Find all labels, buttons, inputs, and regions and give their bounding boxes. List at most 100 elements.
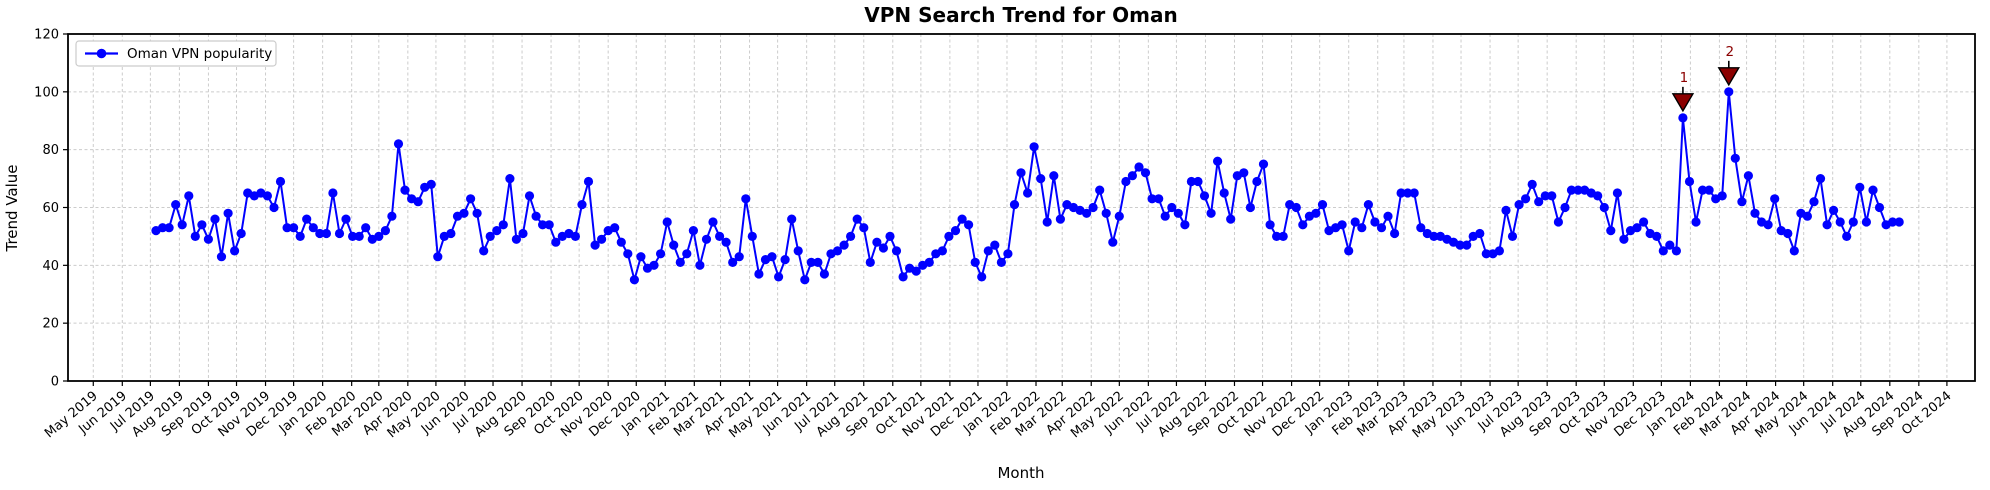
data-point-marker	[964, 220, 974, 230]
data-point-marker	[741, 194, 751, 204]
data-point-marker	[1265, 220, 1275, 230]
data-point-marker	[859, 223, 869, 233]
chart-title: VPN Search Trend for Oman	[864, 3, 1177, 27]
data-point-marker	[891, 246, 902, 256]
data-point-marker	[1455, 240, 1465, 250]
data-point-marker	[1802, 211, 1812, 221]
data-point-marker	[708, 217, 718, 227]
data-point-marker	[1101, 208, 1111, 218]
data-point-marker	[1429, 231, 1439, 241]
data-point-marker	[524, 191, 535, 201]
data-point-marker	[1809, 197, 1819, 207]
data-point-marker	[334, 228, 345, 239]
data-point-marker	[1219, 188, 1229, 198]
data-point-marker	[1003, 249, 1013, 259]
data-point-marker	[715, 231, 725, 241]
data-point-marker	[348, 231, 358, 241]
data-point-marker	[1717, 191, 1727, 201]
data-point-marker	[1344, 246, 1354, 256]
annotation-2: 2	[1717, 44, 1741, 87]
data-point-marker	[1593, 191, 1603, 201]
data-point-marker	[1462, 240, 1472, 250]
data-point-marker	[269, 202, 279, 213]
data-point-marker	[1049, 171, 1059, 181]
data-point-marker	[1783, 228, 1793, 239]
data-point-marker	[1095, 185, 1105, 195]
data-point-marker	[734, 252, 744, 262]
data-point-marker	[1547, 191, 1557, 201]
data-point-marker	[1835, 217, 1845, 227]
data-point-marker	[793, 246, 803, 256]
data-point-marker	[426, 179, 436, 189]
data-point-marker	[636, 252, 646, 262]
data-point-marker	[1789, 246, 1799, 256]
data-point-marker	[1750, 208, 1760, 218]
data-point-marker	[387, 211, 397, 221]
data-point-marker	[361, 223, 371, 233]
data-point-marker	[1180, 220, 1190, 230]
data-point-marker	[832, 246, 843, 256]
data-point-marker	[662, 217, 672, 227]
data-point-marker	[1278, 231, 1288, 241]
data-point-marker	[446, 228, 456, 239]
data-point-marker	[1698, 185, 1708, 195]
data-point-marker	[996, 257, 1007, 267]
data-point-marker	[1743, 171, 1753, 181]
data-point-marker	[1619, 234, 1629, 244]
y-tick-label: 0	[51, 375, 59, 390]
annotation-arrow-icon	[1671, 93, 1695, 113]
data-point-marker	[688, 226, 699, 236]
data-point-marker	[1023, 188, 1033, 198]
plot-area	[151, 87, 1904, 285]
y-tick-label: 20	[42, 317, 59, 332]
data-point-marker	[1088, 202, 1098, 213]
data-point-marker	[1888, 217, 1898, 227]
data-point-marker	[1612, 188, 1622, 198]
data-point-marker	[852, 214, 862, 224]
data-point-marker	[1671, 246, 1681, 256]
legend-marker-icon	[96, 48, 107, 59]
data-point-marker	[1239, 168, 1249, 178]
data-point-marker	[944, 231, 954, 241]
data-point-marker	[846, 231, 856, 241]
data-point-marker	[197, 220, 207, 230]
data-point-marker	[485, 231, 495, 241]
data-point-marker	[1186, 176, 1196, 187]
data-point-marker	[171, 200, 181, 210]
data-point-marker	[721, 237, 731, 247]
data-point-marker	[767, 252, 777, 262]
data-point-marker	[1691, 217, 1701, 227]
legend-box	[75, 40, 277, 67]
annotation-label: 2	[1725, 44, 1734, 60]
data-point-marker	[1573, 185, 1583, 195]
data-point-marker	[1770, 194, 1780, 204]
data-point-marker	[1481, 249, 1491, 259]
data-point-marker	[459, 208, 469, 218]
data-point-marker	[577, 200, 587, 210]
data-point-marker	[1894, 217, 1904, 227]
data-point-marker	[583, 176, 594, 187]
data-point-marker	[551, 237, 561, 247]
data-point-marker	[1684, 176, 1695, 187]
data-point-marker	[669, 240, 679, 250]
data-point-marker	[970, 257, 980, 267]
data-point-marker	[531, 211, 541, 221]
y-tick-label: 120	[34, 28, 59, 43]
data-point-marker	[1652, 231, 1662, 241]
data-point-marker	[1357, 223, 1367, 233]
data-point-marker	[1521, 194, 1531, 204]
data-point-marker	[950, 226, 961, 236]
data-point-marker	[289, 223, 299, 233]
data-point-marker	[1599, 202, 1609, 213]
data-point-marker	[885, 231, 895, 241]
data-point-marker	[236, 228, 246, 239]
data-point-marker	[957, 214, 967, 224]
data-point-marker	[806, 257, 816, 267]
data-point-marker	[1560, 202, 1570, 213]
data-point-marker	[695, 260, 705, 270]
data-point-marker	[1311, 208, 1321, 218]
data-point-marker	[400, 185, 410, 195]
data-point-marker	[1639, 217, 1649, 227]
legend-label: Oman VPN popularity	[127, 46, 272, 62]
data-point-marker	[1822, 220, 1832, 230]
